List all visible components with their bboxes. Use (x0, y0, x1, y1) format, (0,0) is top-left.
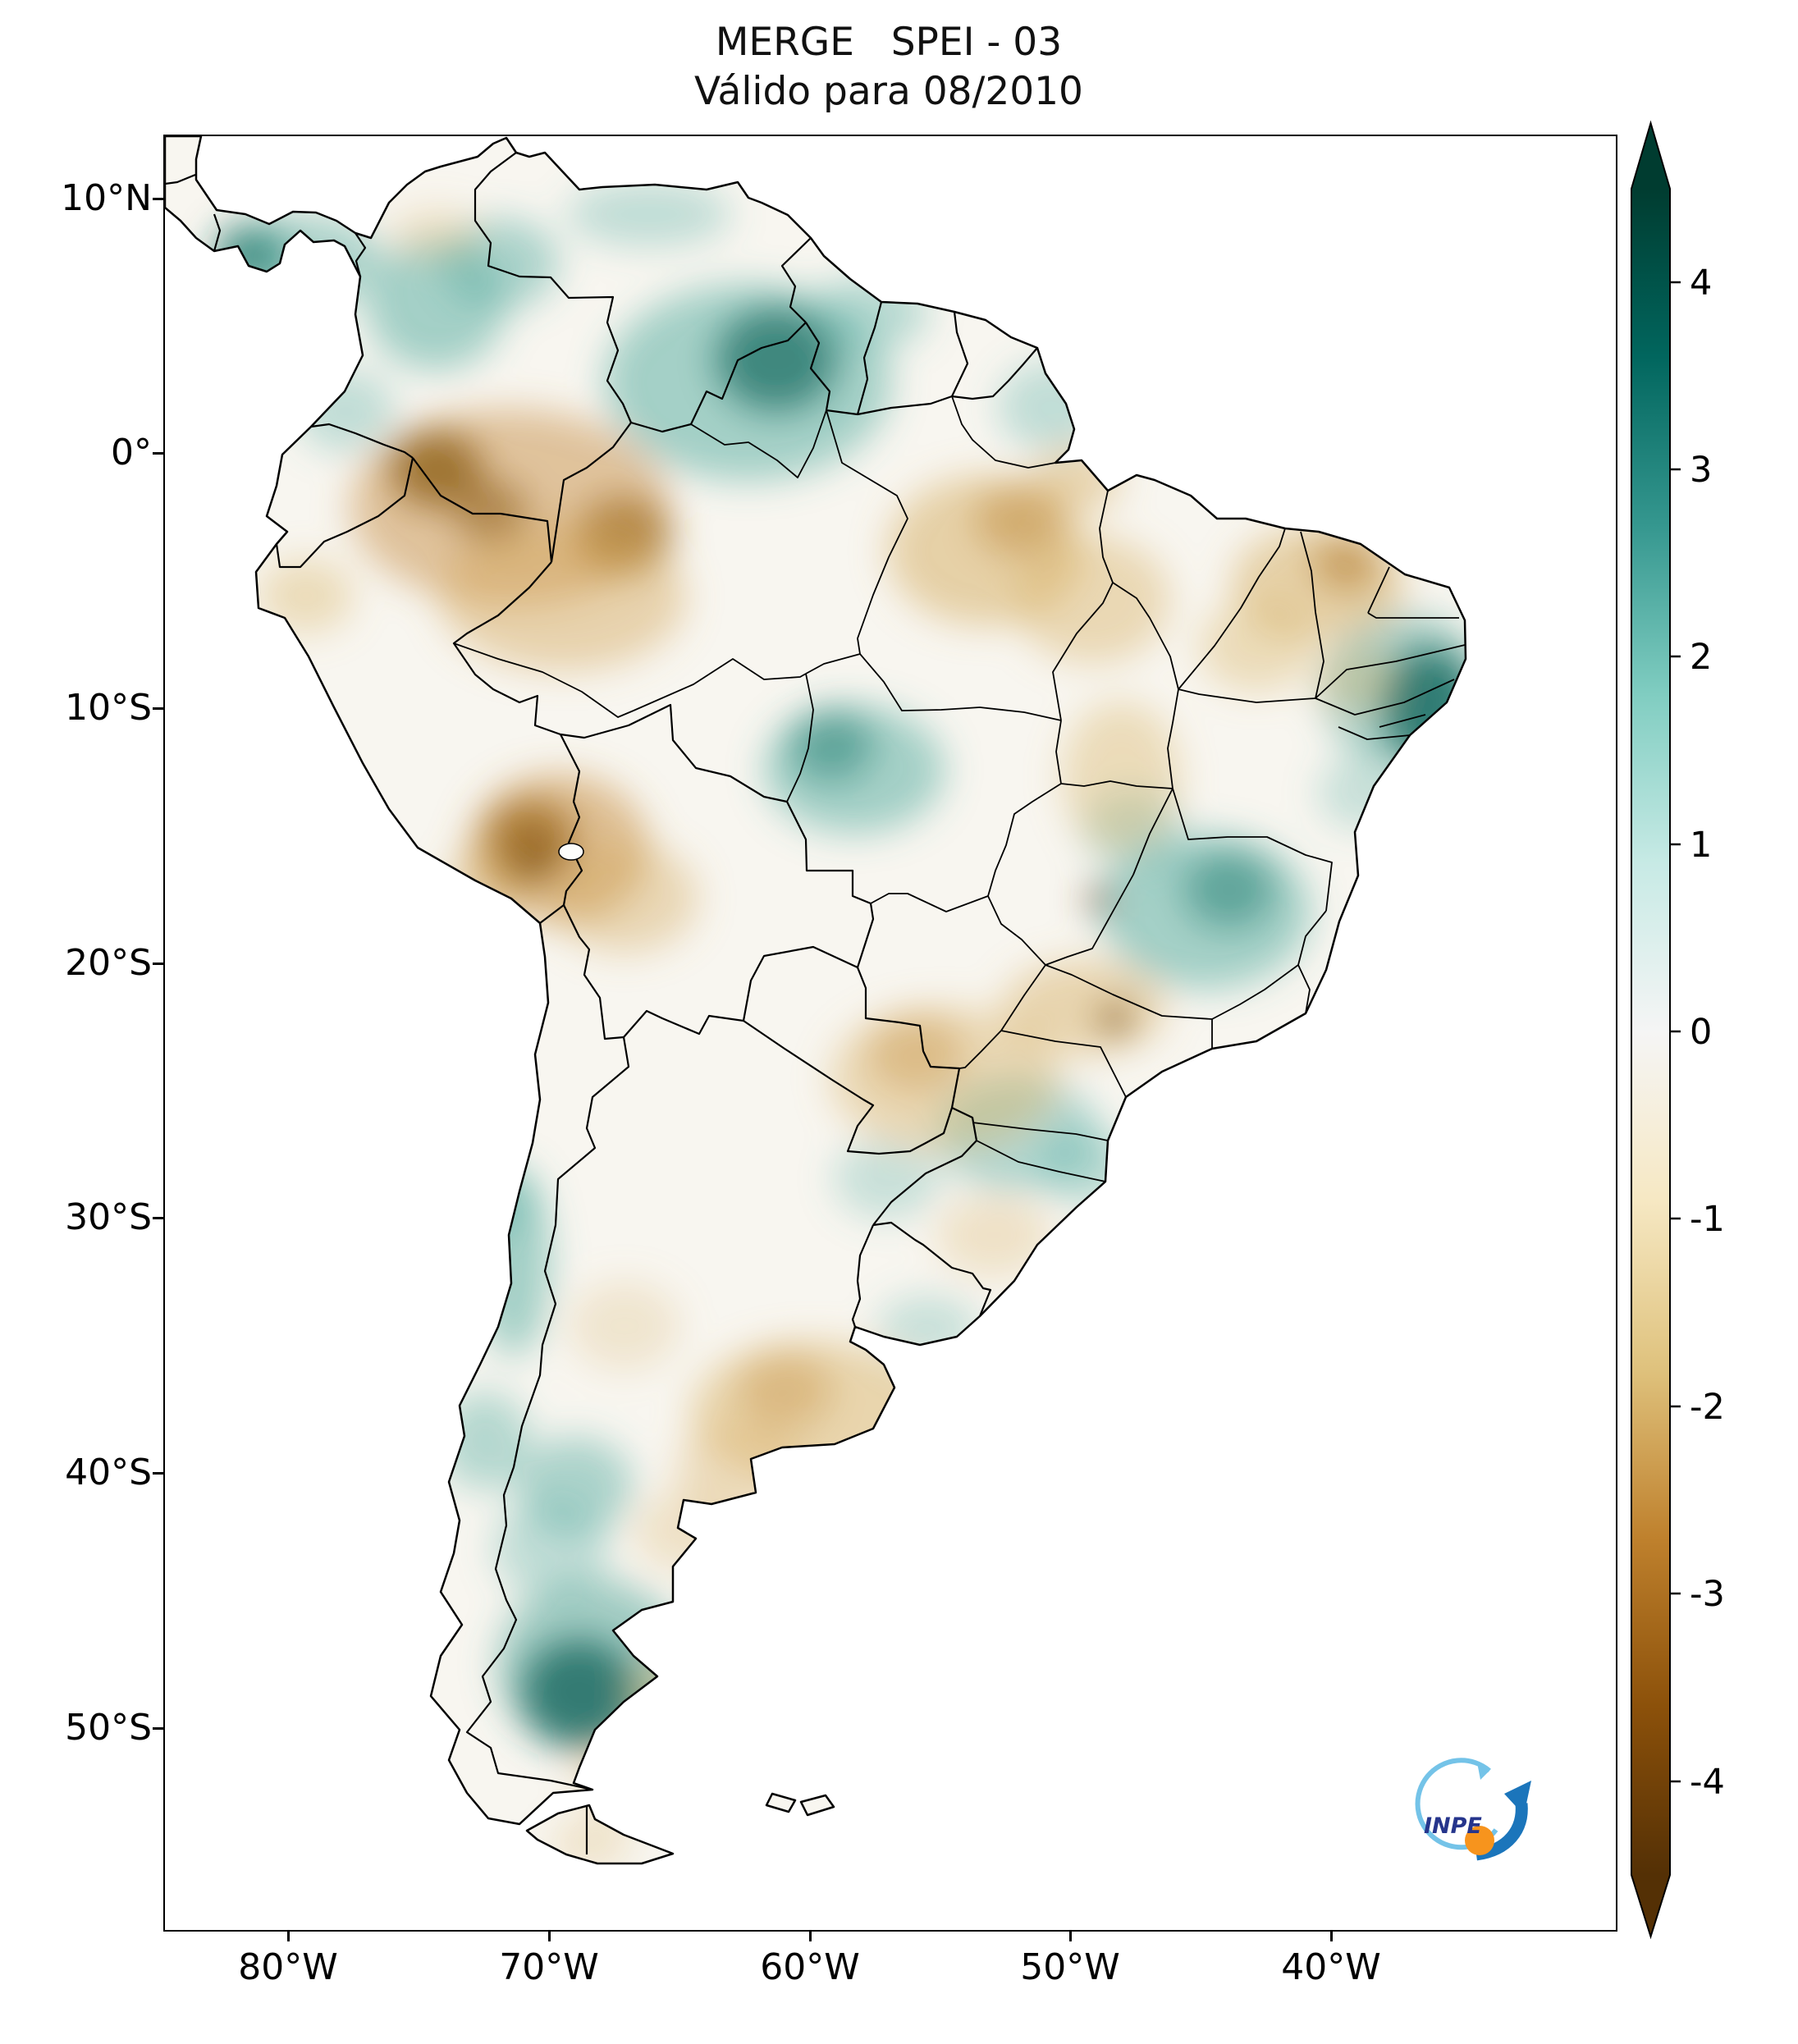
colorbar-canvas: 4 3 2 1 0 -1 -2 -3 -4 (1631, 120, 1725, 1940)
y-axis-tick-label: 20°S (65, 942, 152, 984)
y-tick-mark (153, 1217, 163, 1219)
y-axis-tick-label: 0° (111, 432, 152, 473)
y-tick-mark (153, 198, 163, 200)
y-axis-tick-label: 40°S (65, 1452, 152, 1493)
country-borders (165, 152, 1038, 1854)
orbit-arrowhead-icon (1477, 1763, 1489, 1780)
state-borders (453, 396, 1466, 1182)
y-axis-tick-label: 10°N (61, 177, 152, 219)
colorbar-tick-label: -4 (1690, 1762, 1725, 1803)
x-tick-mark (1069, 1931, 1072, 1941)
y-tick-mark (153, 707, 163, 710)
falkland-islands (799, 1794, 835, 1817)
x-axis-tick-label: 40°W (1281, 1946, 1381, 1988)
x-axis-tick-label: 70°W (499, 1946, 599, 1988)
plot-subtitle: Válido para 08/2010 (694, 69, 1083, 114)
inpe-logo-text: INPE (1424, 1813, 1482, 1839)
colorbar-tick-label: 3 (1690, 450, 1712, 491)
y-axis-tick-label: 30°S (65, 1196, 152, 1238)
colorbar: 4 3 2 1 0 -1 -2 -3 -4 (1621, 115, 1793, 1986)
coastline (165, 136, 1467, 1865)
y-tick-mark (153, 1727, 163, 1730)
colorbar-tick-label: 1 (1690, 825, 1712, 866)
x-tick-mark (1330, 1931, 1333, 1941)
colorbar-tick-label: -1 (1690, 1199, 1725, 1240)
colorbar-gradient (1631, 120, 1671, 1940)
colorbar-tick-label: 2 (1690, 637, 1712, 678)
colorbar-tick-label: -3 (1690, 1574, 1725, 1615)
inpe-logo: INPE (1398, 1741, 1544, 1877)
tierra-del-fuego (525, 1804, 675, 1865)
y-tick-mark (153, 452, 163, 455)
y-tick-mark (153, 1472, 163, 1475)
inpe-logo-canvas: INPE (1415, 1758, 1531, 1861)
y-axis-tick-label: 10°S (65, 687, 152, 729)
x-tick-mark (287, 1931, 290, 1941)
plot-title: MERGE SPEI - 03 (715, 20, 1063, 65)
colorbar-tick-marks (1670, 281, 1681, 1783)
colorbar-tick-labels: 4 3 2 1 0 -1 -2 -3 -4 (1690, 263, 1725, 1803)
lake-titicaca (558, 843, 584, 861)
blue-arrowhead-icon (1504, 1781, 1531, 1815)
plot-title-block: MERGE SPEI - 03 Válido para 08/2010 (163, 18, 1614, 117)
map-frame (163, 135, 1617, 1932)
x-axis-tick-label: 60°W (760, 1946, 860, 1988)
x-axis-tick-label: 80°W (238, 1946, 338, 1988)
orange-sphere-icon (1465, 1826, 1494, 1855)
map-canvas (165, 136, 1467, 1865)
falkland-islands (765, 1792, 797, 1813)
y-axis-tick-label: 50°S (65, 1707, 152, 1749)
colorbar-tick-label: -2 (1690, 1387, 1725, 1428)
x-axis-tick-label: 50°W (1020, 1946, 1120, 1988)
x-tick-mark (548, 1931, 551, 1941)
colorbar-tick-label: 0 (1690, 1012, 1712, 1053)
y-tick-mark (153, 963, 163, 965)
colorbar-tick-label: 4 (1690, 263, 1712, 304)
x-tick-mark (809, 1931, 812, 1941)
